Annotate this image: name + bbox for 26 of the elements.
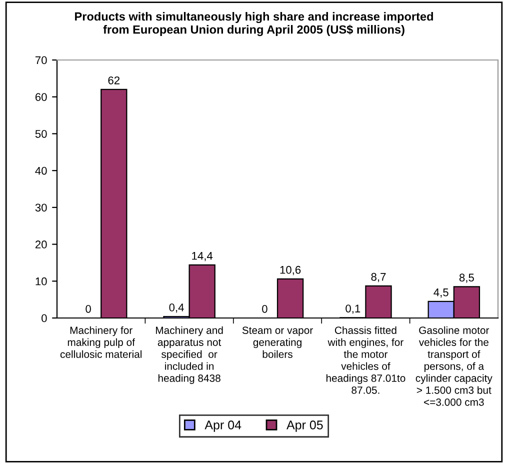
y-tick-label: 20 xyxy=(35,240,47,248)
y-tick-label: 60 xyxy=(35,93,47,101)
data-label: 14,4 xyxy=(192,252,213,262)
x-tick-label: Steam or vapor generating boilers xyxy=(242,326,313,358)
data-label: 10,6 xyxy=(280,266,301,276)
legend-label: Apr 04 xyxy=(204,420,242,432)
y-tick-label: 50 xyxy=(35,130,47,138)
chart-title: Products with simultaneously high share and increase imported from European Union during April 2005 (US$ millions) xyxy=(75,12,433,36)
data-label: 0 xyxy=(262,304,268,313)
y-tick-label: 10 xyxy=(36,277,47,286)
y-tick-label: 30 xyxy=(35,204,47,212)
y-tick-label: 70 xyxy=(35,56,47,64)
y-tick-label: 0 xyxy=(42,314,47,322)
data-label: 0,4 xyxy=(169,304,184,313)
data-label: 62 xyxy=(108,76,120,84)
data-label: 4,5 xyxy=(434,288,448,298)
data-label: 0 xyxy=(86,304,91,313)
legend-label: Apr 05 xyxy=(286,420,323,432)
data-label: 8,5 xyxy=(459,274,474,283)
x-tick-label: Machinery for making pulp of cellulosic material xyxy=(60,326,142,358)
x-tick-label: Gasoline motor vehicles for the transport of persons, of a cylinder capacity > 1.500 cm3 but <=3.000 cm3 xyxy=(416,326,492,406)
x-tick-label: Machinery and apparatus not specified or included in heading 8438 xyxy=(156,326,223,384)
data-label: 0,1 xyxy=(346,304,360,314)
x-tick-label: Chassis fitted with engines, for the motor vehicles of headings 87.01to 87.05. xyxy=(326,326,406,394)
y-tick-label: 40 xyxy=(35,166,47,175)
data-label: 8,7 xyxy=(371,272,386,282)
